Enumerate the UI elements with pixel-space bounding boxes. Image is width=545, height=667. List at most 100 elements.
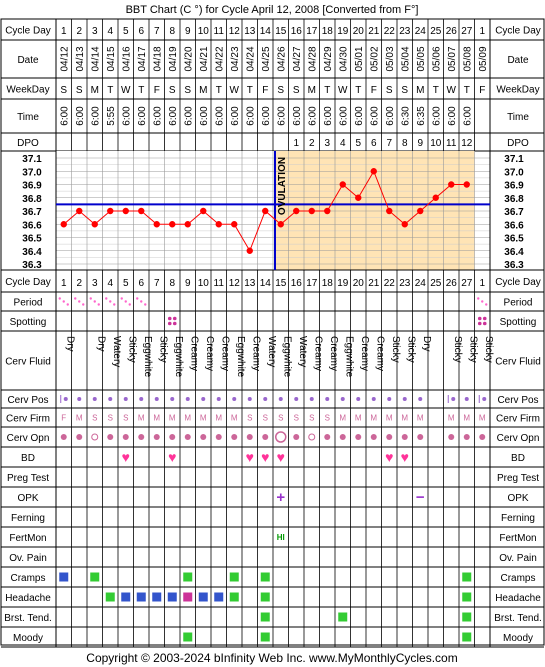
- cerv-firm-label: M: [355, 414, 362, 423]
- temperature-point: [386, 207, 393, 215]
- y-tick-label-left: 36.7: [22, 207, 42, 218]
- row-label-right-headache: Headache: [495, 593, 541, 604]
- cerv-fluid-label: Creamy: [312, 336, 323, 371]
- cerv-firm-label: M: [386, 414, 393, 423]
- date-label: 04/22: [214, 46, 225, 71]
- bd-heart-icon: ♥: [246, 449, 254, 465]
- period-mark: [62, 300, 65, 303]
- cycle-day-number: 20: [353, 278, 365, 289]
- date-label: 05/09: [478, 46, 489, 71]
- spotting-mark: [167, 316, 172, 321]
- period-mark: [485, 303, 488, 306]
- dpo-label: 7: [386, 138, 392, 149]
- cycle-day-number: 16: [291, 278, 303, 289]
- y-tick-label-right: 36.8: [504, 194, 524, 205]
- temperature-point: [122, 207, 129, 215]
- row-label-left-cycle_day: Cycle Day: [5, 277, 51, 288]
- headache-marker: [105, 592, 115, 602]
- weekday-label: M: [91, 85, 99, 96]
- y-tick-label-left: 36.6: [22, 220, 42, 231]
- time-label: 6:00: [214, 106, 225, 126]
- weekday-label: F: [371, 85, 377, 96]
- dpo-label: 1: [293, 138, 299, 149]
- date-label: 05/08: [462, 46, 473, 71]
- cerv-fluid-label: Creamy: [359, 336, 370, 371]
- cerv-fluid-label: Eggwhite: [173, 336, 184, 378]
- y-tick-label-right: 36.7: [504, 207, 524, 218]
- weekday-label: S: [277, 85, 284, 96]
- cerv-fluid-label: Sticky: [126, 336, 137, 363]
- row-label-left-headache: Headache: [5, 593, 51, 604]
- row-label-left-ferning: Ferning: [11, 513, 45, 524]
- y-tick-label-right: 37.0: [504, 167, 524, 178]
- weekday-label: T: [355, 85, 361, 96]
- row-label-right-date: Date: [507, 55, 529, 66]
- date-label: 05/05: [416, 46, 427, 71]
- chart-title: BBT Chart (C °) for Cycle April 12, 2008…: [126, 4, 419, 16]
- row-label-right-weekday: WeekDay: [496, 85, 539, 96]
- opk-mark: +: [276, 489, 285, 506]
- y-tick-label-right: 37.1: [504, 154, 524, 165]
- cerv-fluid-label: Eggwhite: [142, 336, 153, 378]
- row-label-right-cycle_day: Cycle Day: [495, 26, 541, 37]
- cerv-firm-label: M: [76, 414, 83, 423]
- temperature-point: [324, 207, 331, 215]
- time-label: 6:00: [230, 106, 241, 126]
- y-tick-label-left: 36.4: [22, 247, 42, 258]
- temperature-point: [448, 181, 455, 188]
- cerv-opn-mark: [308, 433, 316, 441]
- period-mark: [477, 297, 480, 300]
- cycle-day-number: 3: [92, 26, 98, 37]
- period-mark: [97, 303, 100, 306]
- cycle-day-number: 26: [446, 278, 458, 289]
- row-label-left-brst_tend: Brst. Tend.: [4, 613, 52, 624]
- date-label: 04/20: [183, 46, 194, 71]
- spotting-mark: [172, 321, 177, 326]
- temperature-point: [246, 247, 253, 254]
- dpo-label: 8: [402, 138, 408, 149]
- date-label: 05/04: [400, 46, 411, 71]
- chart-bg-pre: [56, 151, 281, 270]
- cerv-firm-label: M: [339, 414, 346, 423]
- cycle-day-number: 6: [138, 26, 144, 37]
- row-label-right-ov_pain: Ov. Pain: [499, 553, 537, 564]
- cerv-pos-dot: [77, 397, 82, 401]
- row-label-right-cycle_day: Cycle Day: [495, 277, 541, 288]
- cycle-day-number: 12: [229, 278, 241, 289]
- y-tick-label-left: 36.9: [22, 181, 42, 192]
- cerv-firm-label: S: [108, 414, 113, 423]
- period-mark: [109, 300, 112, 303]
- spotting-mark: [167, 321, 172, 326]
- temperature-point: [293, 207, 300, 215]
- cerv-firm-label: M: [184, 414, 191, 423]
- cycle-day-number: 10: [198, 26, 210, 37]
- period-mark: [89, 297, 92, 300]
- time-label: 6:00: [121, 106, 132, 126]
- cerv-fluid-label: Dry: [95, 336, 106, 352]
- headache-marker: [260, 592, 270, 602]
- cerv-firm-label: M: [463, 414, 470, 423]
- temperature-point: [215, 221, 222, 228]
- row-label-left-preg_test: Preg Test: [7, 473, 49, 484]
- time-label: 6:00: [354, 106, 365, 126]
- headache-marker: [152, 592, 162, 602]
- row-label-right-fertmon: FertMon: [499, 533, 536, 544]
- dpo-label: 2: [309, 138, 315, 149]
- cerv-opn-mark: [293, 434, 300, 440]
- date-label: 04/29: [323, 46, 334, 71]
- date-label: 04/30: [338, 46, 349, 71]
- cerv-opn-mark: [122, 434, 129, 440]
- cerv-opn-mark: [215, 434, 222, 440]
- cerv-fluid-label: Creamy: [374, 336, 385, 371]
- y-tick-label-left: 36.5: [22, 234, 42, 245]
- time-label: 6:00: [168, 106, 179, 126]
- cycle-day-number: 13: [244, 26, 256, 37]
- cerv-pos-dot: [387, 397, 392, 401]
- cerv-opn-mark: [200, 434, 207, 440]
- ovulation-label: OVULATION: [277, 157, 288, 215]
- cycle-day-number: 14: [260, 278, 272, 289]
- cycle-day-number: 2: [76, 26, 82, 37]
- cerv-firm-label: M: [448, 414, 455, 423]
- cycle-day-number: 9: [185, 26, 191, 37]
- cerv-pos-dot: [63, 397, 68, 401]
